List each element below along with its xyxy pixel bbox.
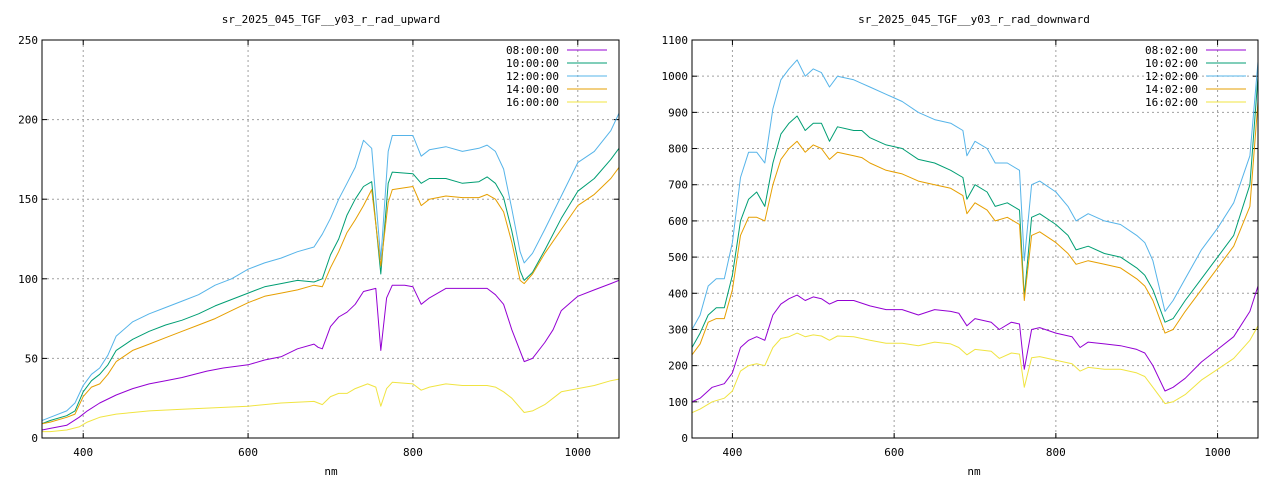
legend-label: 10:02:00 <box>1145 57 1198 70</box>
x-axis-label: nm <box>324 465 338 478</box>
y-tick-label: 100 <box>18 273 38 286</box>
plot-area-upward: 400 600 800 1000 0 50 100 150 200 250 08:00:0010:0… <box>18 34 620 459</box>
y-tick-label: 250 <box>18 34 38 47</box>
series-line-14-00-00 <box>42 167 619 425</box>
legend-label: 16:00:00 <box>506 96 559 109</box>
legend-label: 14:00:00 <box>506 83 559 96</box>
x-tick-label: 800 <box>403 446 423 459</box>
y-tick-label: 700 <box>668 179 688 192</box>
y-tick-label: 50 <box>25 352 38 365</box>
y-tick-label: 500 <box>668 251 688 264</box>
y-tick-label: 1000 <box>662 70 689 83</box>
x-tick-label: 800 <box>1046 446 1066 459</box>
legend-label: 12:00:00 <box>506 70 559 83</box>
x-tick-label: 400 <box>73 446 93 459</box>
y-tick-label: 150 <box>18 193 38 206</box>
y-tick-label: 1100 <box>662 34 689 47</box>
y-tick-label: 400 <box>668 287 688 300</box>
series-line-10-02-00 <box>692 76 1258 348</box>
y-tick-label: 800 <box>668 143 688 156</box>
y-tick-label: 300 <box>668 323 688 336</box>
series-line-14-02-00 <box>692 101 1258 356</box>
chart-title: sr_2025_045_TGF__y03_r_rad_downward <box>858 13 1090 26</box>
x-tick-label: 600 <box>884 446 904 459</box>
y-tick-label: 900 <box>668 106 688 119</box>
series-line-08-02-00 <box>692 285 1258 403</box>
y-tick-label: 0 <box>681 432 688 445</box>
series-line-16-02-00 <box>692 325 1258 414</box>
plot-border <box>41 39 620 439</box>
plot-border <box>691 39 1259 439</box>
x-tick-label: 600 <box>238 446 258 459</box>
x-tick-label: 400 <box>722 446 742 459</box>
chart-upward: sr_2025_045_TGF__y03_r_rad_upward nm 400… <box>18 13 620 478</box>
legend-label: 10:00:00 <box>506 57 559 70</box>
chart-title: sr_2025_045_TGF__y03_r_rad_upward <box>222 13 441 26</box>
y-tick-label: 600 <box>668 215 688 228</box>
series-line-08-00-00 <box>42 279 619 431</box>
x-axis-label: nm <box>967 465 981 478</box>
legend-label: 16:02:00 <box>1145 96 1198 109</box>
x-tick-label: 1000 <box>1204 446 1231 459</box>
series-line-12-00-00 <box>42 112 619 421</box>
series-line-12-02-00 <box>692 59 1258 330</box>
legend-label: 08:00:00 <box>506 44 559 57</box>
plot-area-downward: 400 600 800 1000 0 100 200 300 400 500 600 700 800 90… <box>662 34 1259 459</box>
legend-label: 14:02:00 <box>1145 83 1198 96</box>
y-tick-label: 200 <box>18 114 38 127</box>
chart-downward: sr_2025_045_TGF__y03_r_rad_downward nm 4… <box>662 13 1259 478</box>
series-line-10-00-00 <box>42 148 619 425</box>
y-tick-label: 200 <box>668 360 688 373</box>
y-tick-label: 0 <box>31 432 38 445</box>
x-tick-label: 1000 <box>565 446 592 459</box>
legend-label: 08:02:00 <box>1145 44 1198 57</box>
legend-label: 12:02:00 <box>1145 70 1198 83</box>
series-line-16-00-00 <box>42 378 619 433</box>
y-tick-label: 100 <box>668 396 688 409</box>
